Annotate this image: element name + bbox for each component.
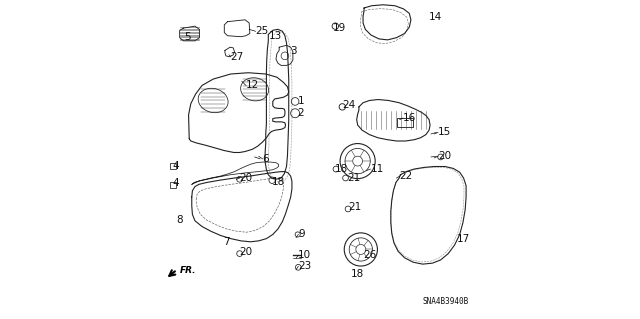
Text: 26: 26 <box>363 250 376 260</box>
Bar <box>170 163 176 169</box>
Text: 21: 21 <box>349 202 362 212</box>
Text: 4: 4 <box>173 161 179 171</box>
Text: 4: 4 <box>173 178 179 189</box>
Text: 18: 18 <box>351 269 365 279</box>
Text: 13: 13 <box>268 31 282 41</box>
Text: 19: 19 <box>333 23 346 33</box>
Text: 1: 1 <box>298 96 304 107</box>
Bar <box>397 118 413 127</box>
Text: 25: 25 <box>255 26 269 36</box>
Text: 6: 6 <box>262 154 269 164</box>
Text: 15: 15 <box>438 127 451 137</box>
Text: 17: 17 <box>457 234 470 244</box>
Bar <box>170 182 176 188</box>
Text: 18: 18 <box>334 164 348 174</box>
Text: 14: 14 <box>428 11 442 22</box>
Text: 8: 8 <box>176 215 182 225</box>
Text: 23: 23 <box>298 261 312 271</box>
Text: 9: 9 <box>298 229 305 240</box>
Text: FR.: FR. <box>180 266 196 275</box>
Text: 7: 7 <box>223 237 229 248</box>
Text: 20: 20 <box>239 173 253 183</box>
Text: 11: 11 <box>371 164 383 174</box>
Text: 20: 20 <box>239 247 253 257</box>
Text: 24: 24 <box>342 100 356 110</box>
Text: 3: 3 <box>291 46 297 56</box>
Text: 21: 21 <box>347 173 360 183</box>
Text: 27: 27 <box>230 52 244 62</box>
Text: 16: 16 <box>403 113 416 123</box>
Text: 18: 18 <box>272 177 285 188</box>
Text: 20: 20 <box>438 151 451 161</box>
Text: 2: 2 <box>298 108 304 118</box>
Text: 5: 5 <box>184 32 191 42</box>
Text: 10: 10 <box>298 250 312 260</box>
Text: 12: 12 <box>246 80 259 91</box>
Text: 22: 22 <box>400 171 413 181</box>
Text: SNA4B3940B: SNA4B3940B <box>422 297 468 306</box>
